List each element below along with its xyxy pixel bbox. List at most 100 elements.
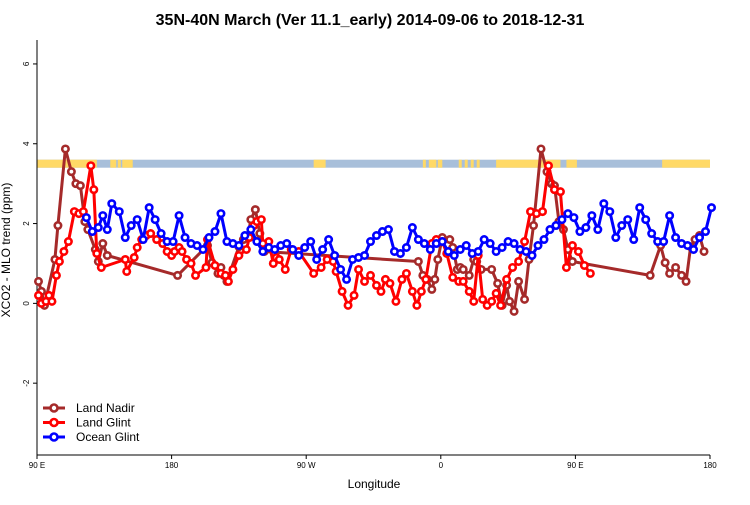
y-tick-label: 2 [22,221,31,226]
data-point [86,161,96,171]
data-point [383,225,393,235]
data-point [114,207,124,217]
data-point [75,181,85,191]
data-point [274,254,284,264]
data-point [555,187,565,197]
y-tick-label: 0 [22,301,31,306]
data-point [611,233,621,243]
data-point [146,229,156,239]
data-point [561,262,571,272]
data-point [241,244,251,254]
data-point [455,244,465,254]
data-point [681,276,691,286]
data-point [92,248,102,258]
data-point [659,237,669,247]
legend-label: Ocean Glint [76,430,140,444]
data-point [210,227,220,237]
data-point [156,229,166,239]
data-point [514,256,524,266]
data-point [458,276,468,286]
data-point [665,211,675,221]
data-point [210,260,220,270]
data-point [416,286,426,296]
data-point [579,260,589,270]
data-point [288,244,298,254]
data-point [282,239,292,249]
land-band-segment [313,159,326,168]
y-axis-label: XCO2 - MLO trend (ppm) [0,183,13,318]
data-point [343,300,353,310]
data-point [318,244,328,254]
data-point [567,241,577,251]
data-point [623,215,633,225]
data-point [81,213,91,223]
data-point [234,250,244,260]
data-point [360,250,370,260]
land-band-segment [117,159,121,168]
data-point [234,241,244,251]
land-band-segment [428,159,437,168]
data-point [201,262,211,272]
land-band-segment [422,159,426,168]
data-point [413,256,423,266]
data-point [533,241,543,251]
data-point [487,296,497,306]
data-point [629,235,639,245]
data-point [33,276,43,286]
data-point [401,243,411,253]
data-point [509,239,519,249]
data-point [539,235,549,245]
data-point [258,246,268,256]
data-point [397,274,407,284]
data-point [407,223,417,233]
data-point [677,270,687,280]
data-point [336,264,346,274]
ocean-band [37,159,710,168]
legend-label: Land Nadir [76,401,135,415]
data-point [371,280,381,290]
data-point [294,250,304,260]
data-point [87,227,97,237]
data-point [537,207,547,217]
legend-swatch-marker [49,432,59,442]
data-point [647,229,657,239]
data-point [63,237,73,247]
data-point [514,276,524,286]
data-point [177,246,187,256]
data-point [93,223,103,233]
data-point [545,225,555,235]
land-band-segment [476,159,480,168]
data-point [152,235,162,245]
data-point [701,227,711,237]
data-point [587,211,597,221]
data-point [240,231,250,241]
data-point [573,246,583,256]
data-point [198,244,208,254]
land-band-segment [37,159,97,168]
data-point [330,250,340,260]
x-tick-label: 90 E [29,461,45,470]
data-point [138,235,148,245]
data-point [280,264,290,274]
data-point [66,167,76,177]
data-point [421,274,431,284]
data-point [469,296,479,306]
land-band-segment [496,159,561,168]
data-point [102,225,112,235]
data-point [671,262,681,272]
data-point [173,270,183,280]
data-point [59,246,69,256]
data-point [186,258,196,268]
data-point [502,274,512,284]
data-point [300,243,310,253]
data-point [174,211,184,221]
data-point [448,272,458,282]
data-point [120,254,130,264]
data-point [464,270,474,280]
data-point [671,233,681,243]
data-point [593,225,603,235]
x-tick-label: 0 [439,461,444,470]
data-point [599,199,609,209]
data-point [508,262,518,272]
